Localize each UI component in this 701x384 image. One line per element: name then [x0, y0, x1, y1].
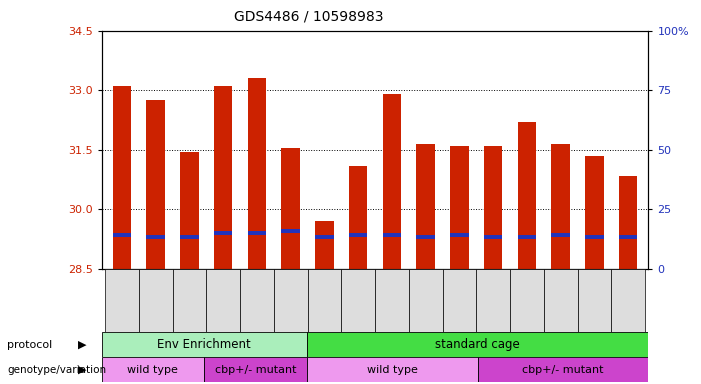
Bar: [619, 175, 637, 269]
Bar: [281, 229, 300, 233]
Text: protocol: protocol: [7, 339, 53, 350]
Bar: [510, 269, 544, 332]
Bar: [308, 269, 341, 332]
Bar: [274, 269, 308, 332]
Bar: [349, 166, 367, 269]
Bar: [147, 235, 165, 239]
Bar: [383, 233, 401, 237]
Bar: [206, 269, 240, 332]
Text: ▶: ▶: [79, 364, 87, 375]
Bar: [281, 148, 300, 269]
Bar: [477, 357, 648, 382]
Bar: [476, 269, 510, 332]
Bar: [180, 152, 198, 269]
Text: cbp+/- mutant: cbp+/- mutant: [215, 364, 297, 375]
Bar: [349, 233, 367, 237]
Text: genotype/variation: genotype/variation: [7, 364, 106, 375]
Bar: [544, 269, 578, 332]
Bar: [450, 146, 469, 269]
Text: wild type: wild type: [367, 364, 418, 375]
Text: cbp+/- mutant: cbp+/- mutant: [522, 364, 604, 375]
Bar: [307, 332, 648, 357]
Text: Env Enrichment: Env Enrichment: [157, 338, 251, 351]
Text: wild type: wild type: [128, 364, 178, 375]
Bar: [416, 144, 435, 269]
Bar: [139, 269, 172, 332]
Bar: [214, 231, 233, 235]
Bar: [315, 221, 334, 269]
Bar: [113, 86, 131, 269]
Bar: [383, 94, 401, 269]
Bar: [214, 86, 233, 269]
Bar: [517, 235, 536, 239]
Bar: [375, 269, 409, 332]
Bar: [552, 233, 570, 237]
Bar: [247, 231, 266, 235]
Bar: [180, 235, 198, 239]
Bar: [585, 156, 604, 269]
Bar: [450, 233, 469, 237]
Bar: [409, 269, 442, 332]
Bar: [484, 146, 503, 269]
Bar: [102, 357, 204, 382]
Bar: [578, 269, 611, 332]
Bar: [611, 269, 645, 332]
Bar: [247, 78, 266, 269]
Bar: [102, 332, 307, 357]
Text: ▶: ▶: [79, 339, 87, 350]
Bar: [105, 269, 139, 332]
Bar: [585, 235, 604, 239]
Text: standard cage: standard cage: [435, 338, 520, 351]
Bar: [204, 357, 307, 382]
Bar: [517, 122, 536, 269]
Bar: [552, 144, 570, 269]
Bar: [315, 235, 334, 239]
Bar: [619, 235, 637, 239]
Bar: [484, 235, 503, 239]
Bar: [307, 357, 477, 382]
Bar: [113, 233, 131, 237]
Bar: [172, 269, 206, 332]
Bar: [442, 269, 476, 332]
Text: GDS4486 / 10598983: GDS4486 / 10598983: [233, 10, 383, 23]
Bar: [341, 269, 375, 332]
Bar: [147, 100, 165, 269]
Bar: [416, 235, 435, 239]
Bar: [240, 269, 274, 332]
